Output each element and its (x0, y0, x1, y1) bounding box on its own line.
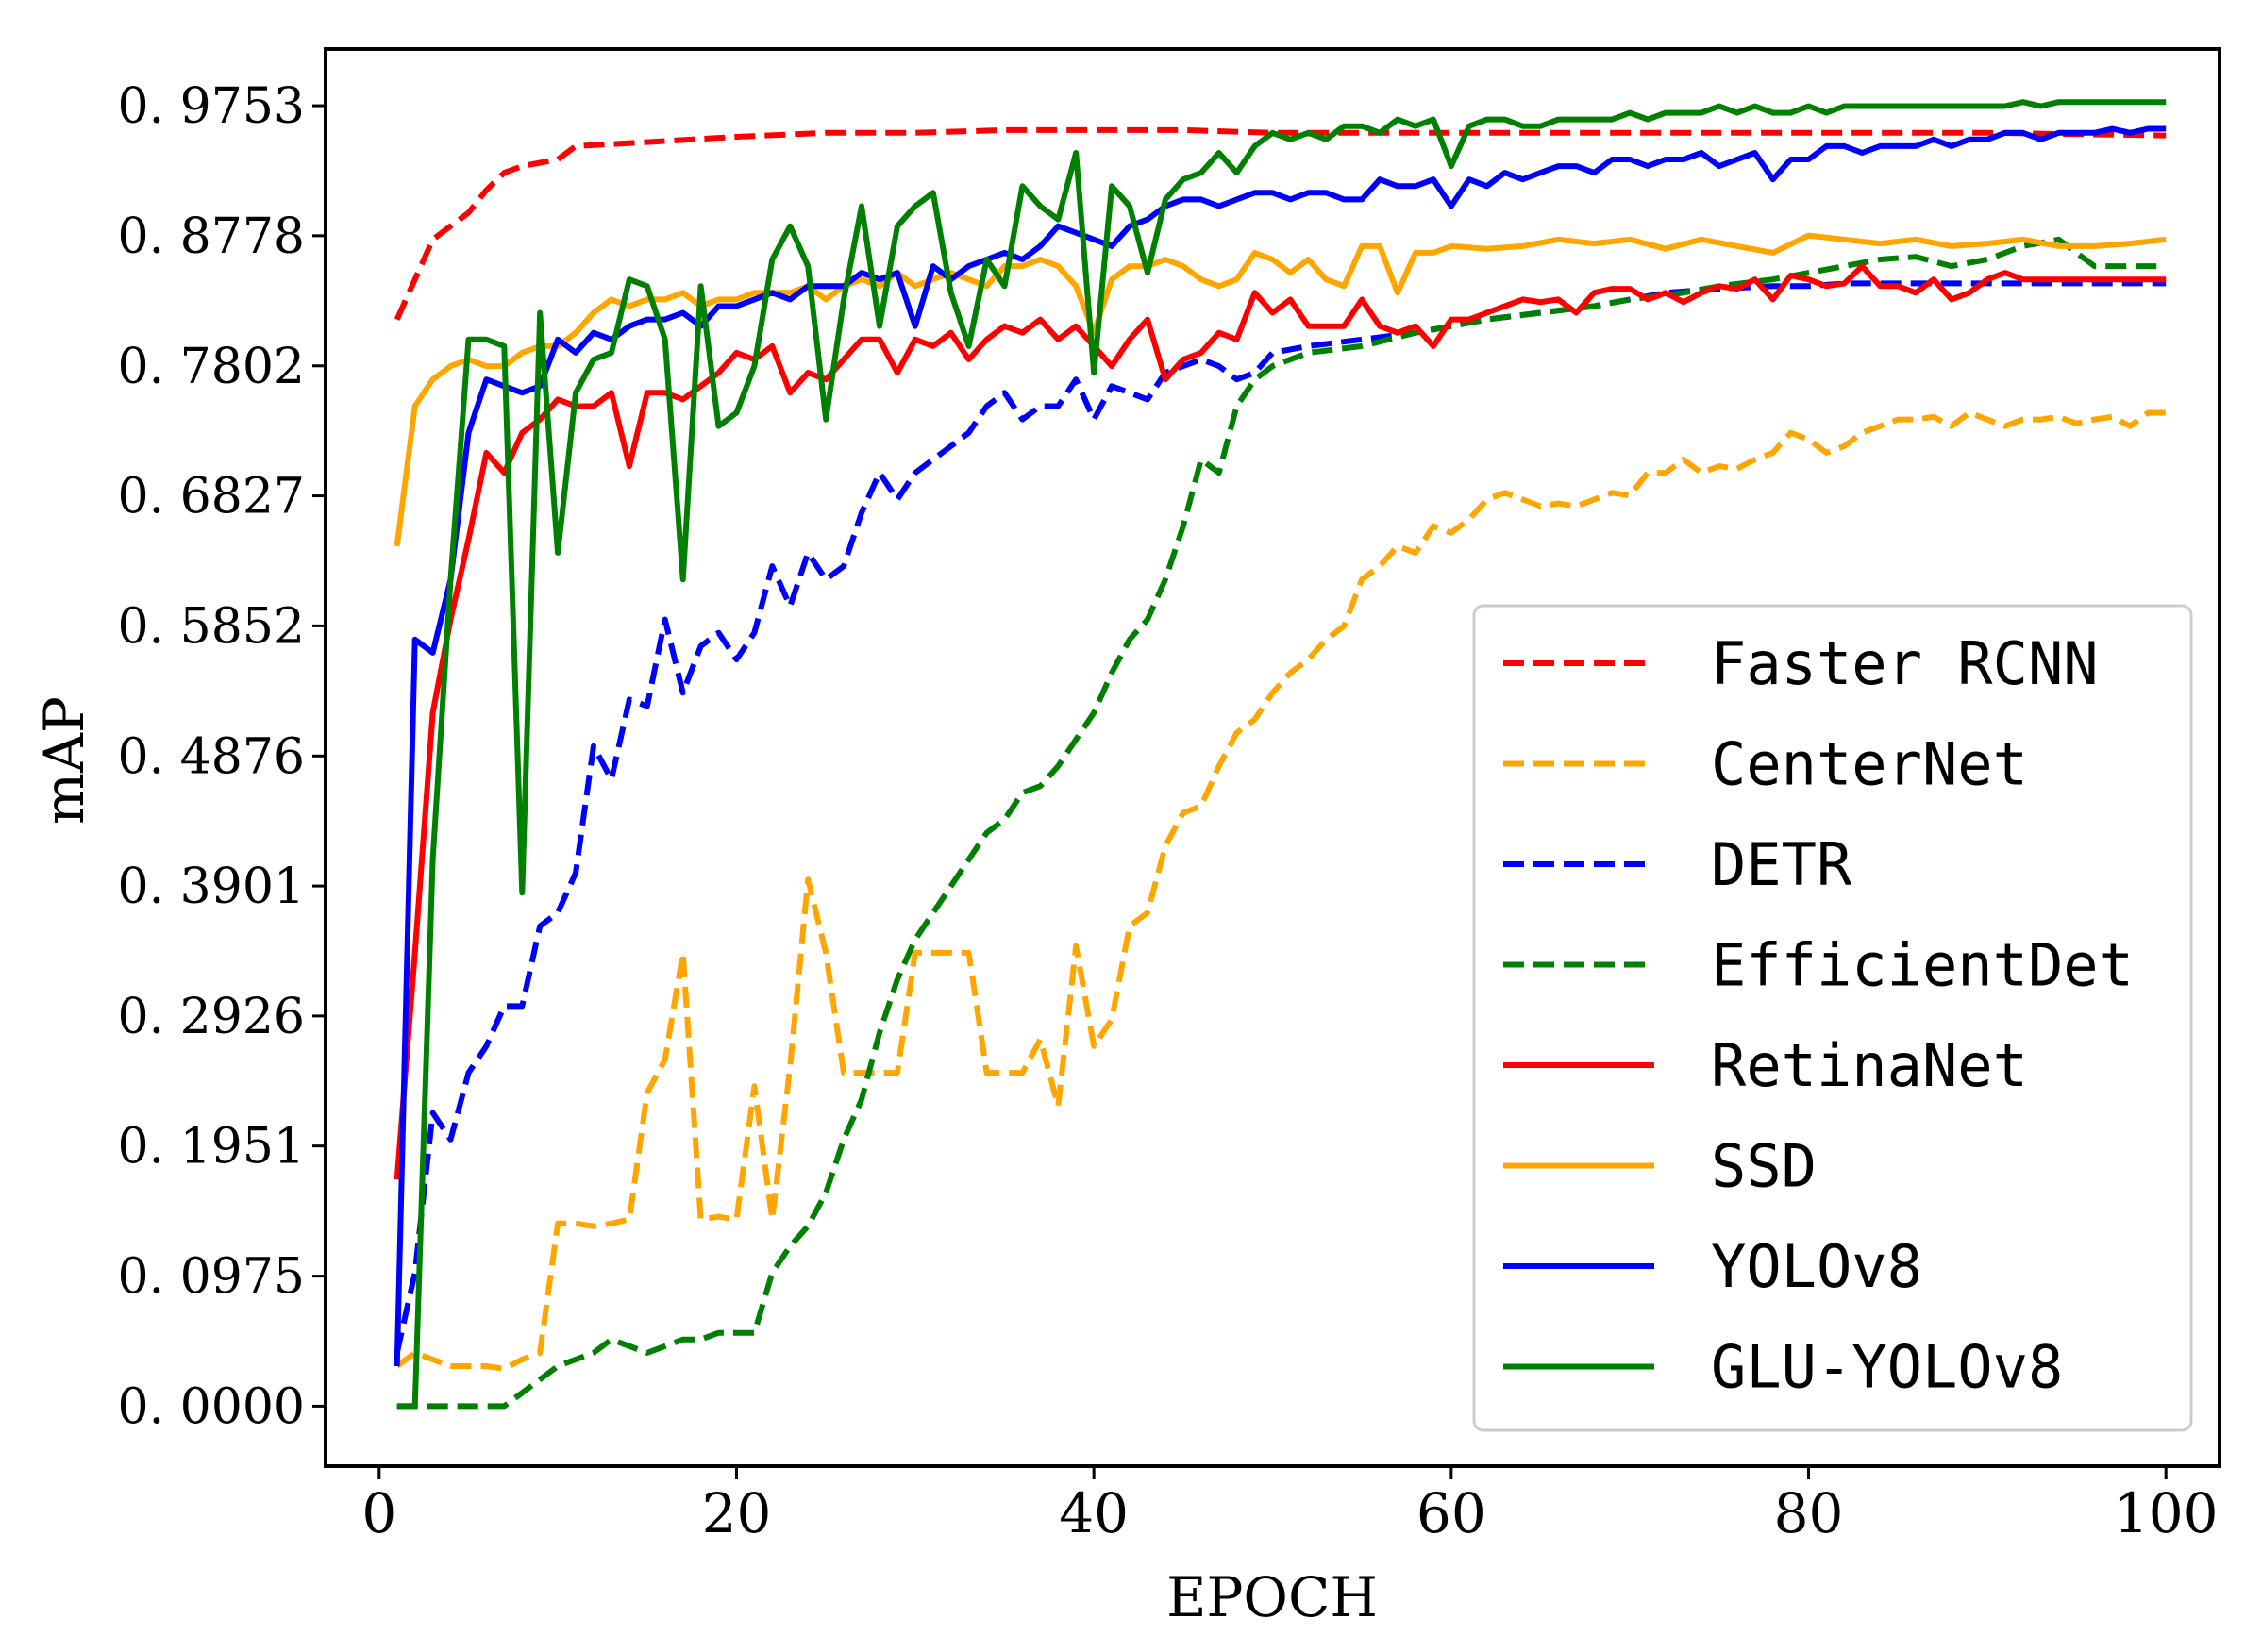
y-axis-label: mAP (32, 696, 96, 825)
legend-label: Faster RCNN (1711, 629, 2099, 698)
legend-label: GLU-YOLOv8 (1711, 1333, 2063, 1402)
x-tick-label: 80 (1774, 1481, 1844, 1545)
x-tick-label: 100 (2114, 1481, 2219, 1545)
y-tick-label: 0. 1951 (118, 1119, 305, 1176)
legend-label: RetinaNet (1711, 1031, 2028, 1100)
y-tick-label: 0. 3901 (118, 859, 305, 915)
x-tick-label: 60 (1416, 1481, 1486, 1545)
legend-label: EfficientDet (1711, 931, 2134, 1000)
legend-label: YOLOv8 (1711, 1232, 1922, 1301)
y-tick-label: 0. 0000 (118, 1378, 305, 1435)
x-tick-label: 40 (1059, 1481, 1129, 1545)
series-layer (394, 99, 2167, 1410)
legend-label: SSD (1711, 1132, 1817, 1201)
x-axis-label: EPOCH (1166, 1565, 1378, 1629)
series-line-yolov8 (394, 125, 2167, 1367)
x-tick-label: 20 (702, 1481, 772, 1545)
plot-frame (324, 47, 2221, 1468)
series-line-faster-rcnn (394, 126, 2167, 321)
y-tick-label: 0. 7802 (118, 339, 305, 395)
y-tick-label: 0. 9753 (118, 78, 305, 135)
x-tick-label: 0 (361, 1481, 396, 1545)
y-tick-label: 0. 4876 (118, 728, 305, 785)
y-tick-label: 0. 8778 (118, 209, 305, 265)
y-tick-label: 0. 6827 (118, 469, 305, 526)
y-tick-label: 0. 0975 (118, 1249, 305, 1306)
series-line-glu-yolov8 (396, 99, 2167, 1410)
y-tick-label: 0. 2926 (118, 989, 305, 1045)
legend: Faster RCNN CenterNet DETR EfficientDet Reti… (1472, 604, 2193, 1432)
legend-label: DETR (1711, 830, 1852, 899)
y-tick-label: 0. 5852 (118, 598, 305, 655)
series-line-detr (394, 280, 2167, 1354)
legend-label: CenterNet (1711, 730, 2028, 799)
ticks-layer: 0. 0000 0. 0975 0. 1951 0. 2926 0. 3901 0. 48… (118, 78, 2219, 1545)
legend-frame (1472, 604, 2193, 1432)
series-line-centernet (394, 409, 2167, 1372)
